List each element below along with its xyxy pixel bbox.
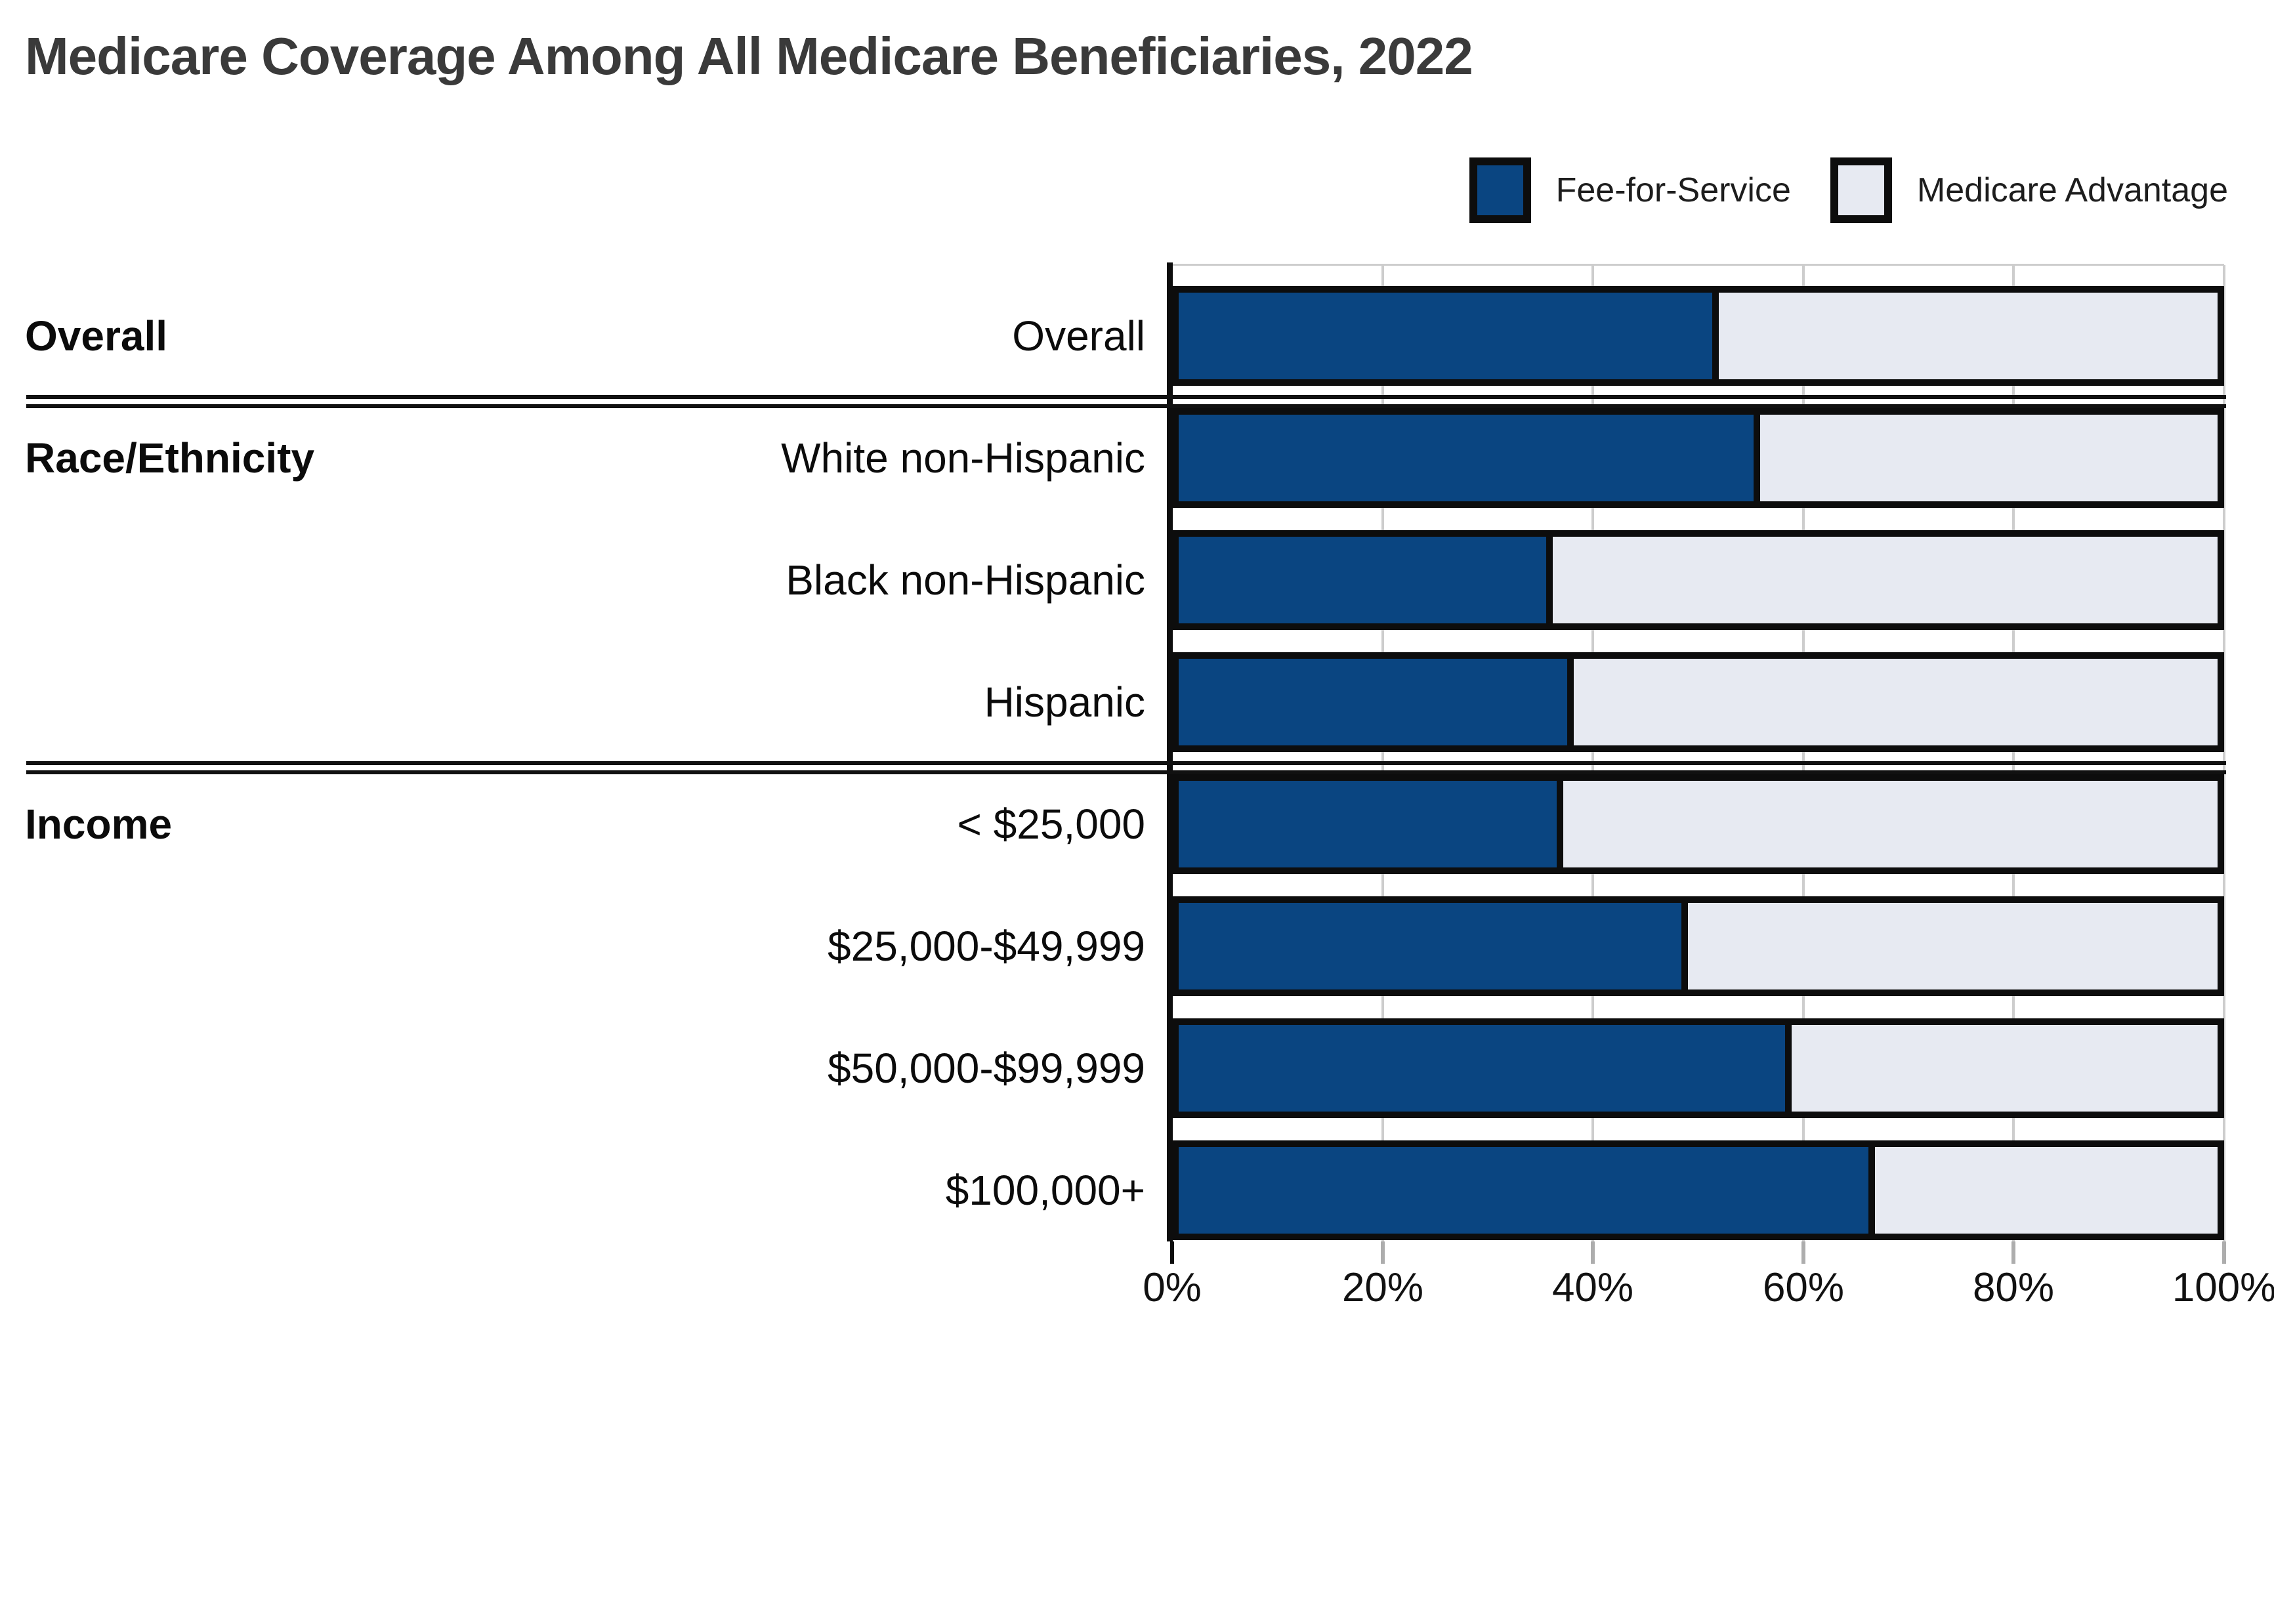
x-tick-mark-40 [1591, 1241, 1595, 1264]
section-label-income: Income [25, 801, 173, 848]
bar-segment-fee-for-service [1179, 537, 1553, 623]
legend-item-medicare-advantage: Medicare Advantage [1830, 157, 2228, 223]
row-label-3: Hispanic [984, 678, 1145, 726]
x-tick-label-100: 100% [2172, 1265, 2274, 1310]
bar-segment-medicare-advantage [1553, 537, 2218, 623]
bar-row-1 [1172, 408, 2224, 508]
x-tick-label-0: 0% [1143, 1265, 1202, 1310]
chart-title: Medicare Coverage Among All Medicare Ben… [25, 27, 1473, 85]
section-label-overall: Overall [25, 312, 168, 360]
row-label-7: $100,000+ [945, 1167, 1145, 1214]
bar-row-4 [1172, 774, 2224, 874]
legend-label-medicare-advantage: Medicare Advantage [1916, 171, 2228, 209]
section-label-race-ethnicity: Race/Ethnicity [25, 434, 315, 482]
medicare-advantage-swatch-icon [1830, 157, 1892, 223]
x-tick-mark-80 [2011, 1241, 2015, 1264]
x-tick-mark-100 [2222, 1241, 2226, 1264]
bar-segment-medicare-advantage [1719, 293, 2218, 379]
legend: Fee-for-Service Medicare Advantage [1469, 157, 2228, 223]
bar-row-3 [1172, 652, 2224, 752]
section-divider-1 [26, 395, 2226, 408]
section-divider-2 [26, 761, 2226, 774]
bar-row-6 [1172, 1018, 2224, 1118]
row-label-6: $50,000-$99,999 [828, 1045, 1145, 1092]
x-tick-mark-60 [1801, 1241, 1805, 1264]
bar-segment-medicare-advantage [1792, 1025, 2218, 1112]
bar-segment-fee-for-service [1179, 903, 1688, 989]
y-axis-line [1167, 262, 1173, 1241]
bar-row-7 [1172, 1140, 2224, 1240]
row-label-0: Overall [1012, 312, 1145, 360]
row-label-5: $25,000-$49,999 [828, 923, 1145, 970]
bar-segment-fee-for-service [1179, 781, 1563, 867]
gridline-100 [2223, 265, 2225, 1241]
fee-for-service-swatch-icon [1469, 157, 1531, 223]
legend-item-fee-for-service: Fee-for-Service [1469, 157, 1791, 223]
bar-segment-fee-for-service [1179, 293, 1719, 379]
bar-segment-medicare-advantage [1875, 1147, 2218, 1234]
bar-row-2 [1172, 530, 2224, 630]
row-label-2: Black non-Hispanic [786, 556, 1145, 604]
x-tick-label-60: 60% [1762, 1265, 1845, 1310]
plot-top-border [1172, 264, 2224, 266]
bar-row-5 [1172, 896, 2224, 996]
bar-segment-fee-for-service [1179, 1147, 1875, 1234]
legend-label-fee-for-service: Fee-for-Service [1555, 171, 1791, 209]
x-tick-label-40: 40% [1551, 1265, 1634, 1310]
row-label-1: White non-Hispanic [781, 434, 1145, 482]
x-tick-mark-0 [1170, 1241, 1174, 1264]
bar-segment-medicare-advantage [1688, 903, 2218, 989]
bar-segment-fee-for-service [1179, 415, 1761, 501]
bar-segment-medicare-advantage [1574, 659, 2218, 745]
bar-segment-medicare-advantage [1563, 781, 2218, 867]
gridline-80 [2012, 265, 2015, 1241]
bar-segment-fee-for-service [1179, 1025, 1792, 1112]
bar-segment-medicare-advantage [1760, 415, 2218, 501]
gridline-20 [1381, 265, 1384, 1241]
x-tick-label-20: 20% [1341, 1265, 1424, 1310]
x-tick-mark-20 [1381, 1241, 1385, 1264]
x-tick-label-80: 80% [1972, 1265, 2055, 1310]
row-label-4: < $25,000 [957, 801, 1146, 848]
gridline-40 [1591, 265, 1594, 1241]
gridline-60 [1802, 265, 1805, 1241]
bar-row-0 [1172, 286, 2224, 386]
bar-segment-fee-for-service [1179, 659, 1574, 745]
